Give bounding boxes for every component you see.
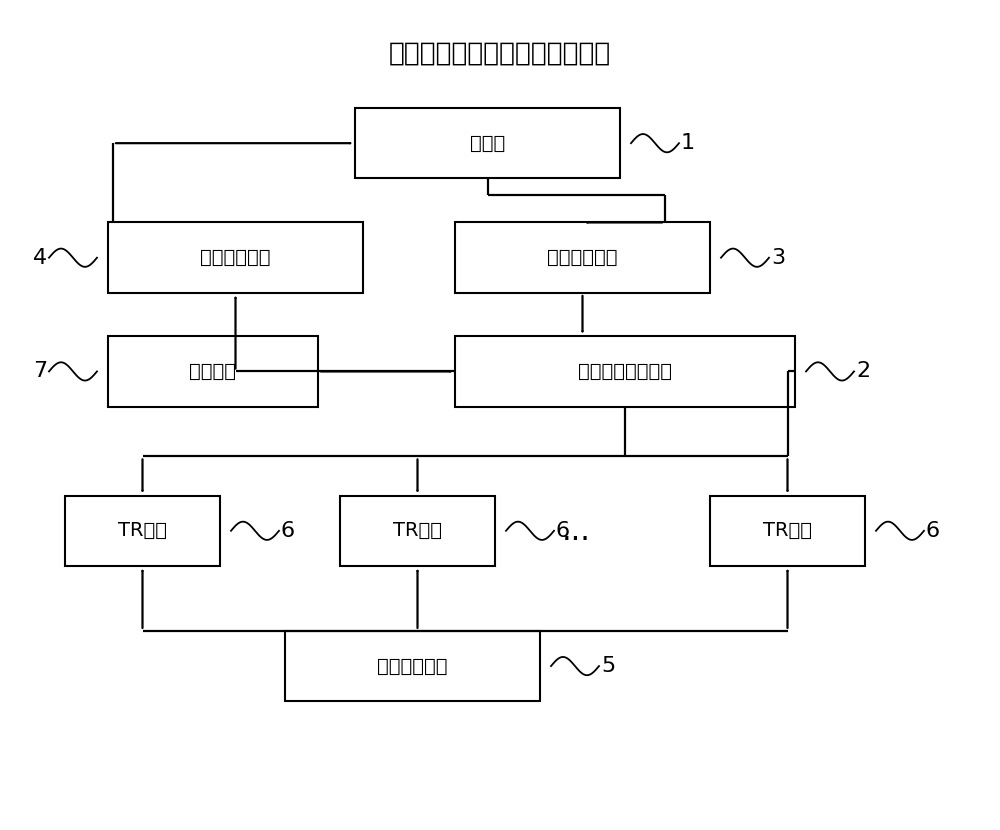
Text: 相控阵天线通信的组件控制系统: 相控阵天线通信的组件控制系统 — [389, 41, 611, 67]
Text: 射频馈电网络: 射频馈电网络 — [377, 657, 448, 676]
Bar — [285, 631, 540, 701]
Text: 2: 2 — [856, 361, 870, 382]
Text: 5: 5 — [601, 656, 615, 676]
Text: 数据发送芯片: 数据发送芯片 — [200, 248, 271, 267]
Text: TR组件: TR组件 — [393, 521, 442, 540]
Text: ...: ... — [562, 517, 590, 545]
Text: 1: 1 — [681, 133, 695, 154]
Text: 6: 6 — [556, 520, 570, 541]
Text: TR组件: TR组件 — [763, 521, 812, 540]
Bar — [108, 222, 363, 293]
Bar — [710, 496, 865, 566]
Bar — [355, 108, 620, 178]
Text: 4: 4 — [33, 247, 47, 268]
Bar — [108, 336, 318, 407]
Text: TR组件: TR组件 — [118, 521, 167, 540]
Bar — [455, 336, 795, 407]
Text: 波控机: 波控机 — [470, 134, 505, 153]
Bar — [455, 222, 710, 293]
Text: 6: 6 — [926, 520, 940, 541]
Text: 7: 7 — [33, 361, 47, 382]
Text: 电源模块: 电源模块 — [190, 362, 237, 381]
Text: 6: 6 — [281, 520, 295, 541]
Bar — [65, 496, 220, 566]
Bar — [340, 496, 495, 566]
Text: 数据接收芯片: 数据接收芯片 — [547, 248, 618, 267]
Text: 3: 3 — [771, 247, 785, 268]
Text: 激励器板主控芯片: 激励器板主控芯片 — [578, 362, 672, 381]
